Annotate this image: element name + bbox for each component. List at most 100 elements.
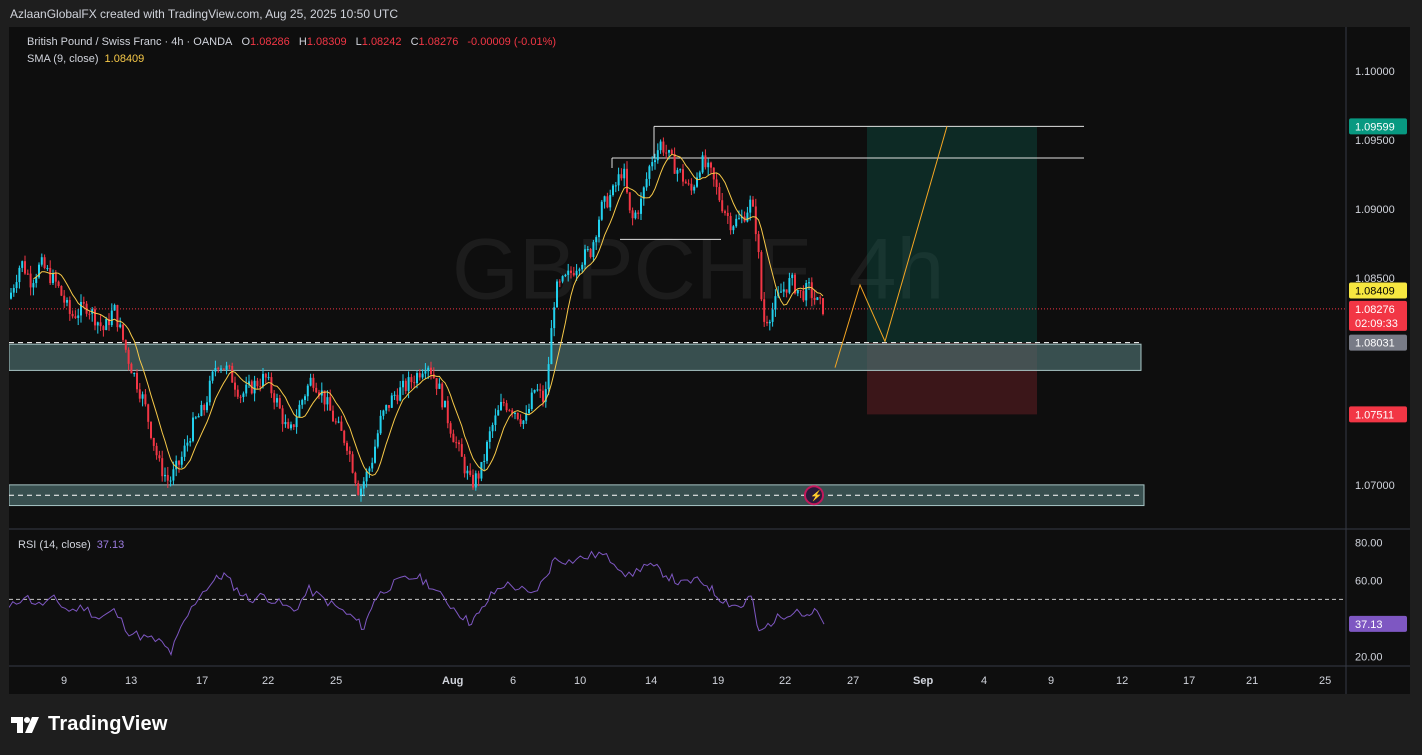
time-axis-tick: 27: [847, 675, 859, 687]
candle-body: [180, 456, 183, 465]
candle-body: [662, 141, 665, 153]
support-zone: [9, 343, 1142, 371]
candle-body: [326, 397, 329, 405]
candle-body: [382, 410, 385, 416]
candle-body: [12, 288, 15, 293]
candle-body: [178, 460, 180, 465]
candle-body: [791, 274, 794, 279]
candle-body: [315, 387, 318, 393]
candle-body: [463, 456, 466, 474]
candle-body: [497, 410, 500, 416]
candle-body: [323, 390, 326, 405]
candle-body: [290, 424, 292, 429]
candle-body: [819, 297, 822, 299]
candle-body: [530, 392, 533, 409]
candle-body: [77, 315, 80, 318]
candle-body: [441, 383, 444, 408]
candle-body: [217, 368, 220, 370]
time-axis-tick: 21: [1246, 675, 1258, 687]
candle-body: [609, 195, 612, 208]
candle-body: [620, 174, 623, 179]
candle-body: [301, 400, 304, 405]
symbol-title[interactable]: British Pound / Swiss Franc · 4h · OANDA: [27, 36, 233, 48]
candle-body: [673, 154, 676, 174]
candle-body: [292, 424, 295, 428]
candle-body: [85, 303, 88, 314]
candle-body: [248, 381, 250, 385]
candle-body: [46, 267, 49, 269]
candle-body: [808, 282, 810, 284]
candle-body: [416, 373, 418, 384]
candle-body: [525, 413, 528, 421]
sma-line: [33, 153, 824, 476]
candle-body: [332, 410, 334, 422]
candle-body: [536, 389, 539, 391]
candle-body: [592, 242, 595, 258]
candle-body: [108, 318, 110, 326]
candle-body: [547, 364, 550, 390]
sma-legend[interactable]: SMA (9, close) 1.08409: [27, 53, 144, 65]
price-label-tag: [1349, 118, 1407, 135]
candle-body: [715, 179, 718, 188]
candle-body: [766, 321, 768, 324]
candle-body: [35, 277, 38, 284]
rsi-legend[interactable]: RSI (14, close) 37.13: [18, 539, 124, 551]
candle-body: [752, 199, 754, 207]
candle-body: [710, 162, 712, 168]
candle-body: [542, 390, 544, 402]
candle-body: [640, 198, 642, 214]
price-axis-tick: 1.10000: [1355, 66, 1395, 78]
candle-body: [49, 267, 52, 284]
candle-body: [480, 461, 483, 479]
candle-body: [402, 380, 404, 388]
chart-frame[interactable]: GBPCHF, 4h ⚡ 1.10000 1.09500 1.09000 1.08500 1…: [9, 27, 1410, 694]
candle-body: [298, 404, 301, 418]
candle-body: [754, 206, 757, 235]
tradingview-logo-icon: [11, 716, 39, 733]
candle-body: [696, 177, 698, 187]
candle-body: [505, 403, 508, 411]
time-axis-tick: 22: [779, 675, 791, 687]
candle-body: [186, 442, 189, 446]
time-axis-tick: 25: [330, 675, 342, 687]
candle-body: [175, 460, 178, 470]
ohlc-key-low: L: [355, 36, 362, 48]
candle-body: [88, 313, 91, 315]
candle-body: [668, 150, 670, 153]
candle-body: [105, 318, 108, 331]
lightning-icon: ⚡: [810, 489, 822, 502]
candle-body: [220, 368, 222, 370]
tradingview-logo-text: TradingView: [48, 713, 168, 735]
candle-body: [102, 326, 105, 331]
candle-body: [376, 433, 379, 447]
candle-body: [371, 462, 374, 469]
candle-body: [598, 219, 600, 238]
candle-body: [337, 421, 340, 423]
candle-body: [567, 270, 570, 275]
candle-body: [312, 377, 315, 388]
candle-body: [68, 300, 71, 314]
candle-body: [334, 421, 337, 423]
candle-body: [318, 392, 320, 396]
time-axis-tick: 17: [1183, 675, 1195, 687]
candle-body: [690, 183, 693, 191]
price-axis-tick: 1.08500: [1355, 273, 1395, 285]
candle-body: [511, 410, 514, 414]
candle-body: [763, 299, 766, 322]
candle-body: [701, 155, 704, 173]
price-label-tag: [1349, 334, 1407, 351]
candle-body: [54, 273, 57, 282]
ohlc-key-high: H: [298, 36, 307, 48]
candle-body: [309, 377, 312, 386]
lightning-icon: [804, 485, 824, 506]
candle-body: [150, 421, 152, 438]
candle-body: [760, 252, 763, 300]
price-chart[interactable]: GBPCHF, 4h⚡1.100001.095001.090001.085001…: [9, 27, 1410, 694]
ohlc-open: 1.08286: [250, 36, 290, 48]
candle-body: [491, 425, 494, 432]
candle-body: [60, 285, 63, 296]
candle-body: [351, 454, 354, 473]
tradingview-logo[interactable]: TradingView: [11, 713, 168, 736]
candle-body: [348, 450, 351, 455]
candle-body: [430, 367, 432, 375]
